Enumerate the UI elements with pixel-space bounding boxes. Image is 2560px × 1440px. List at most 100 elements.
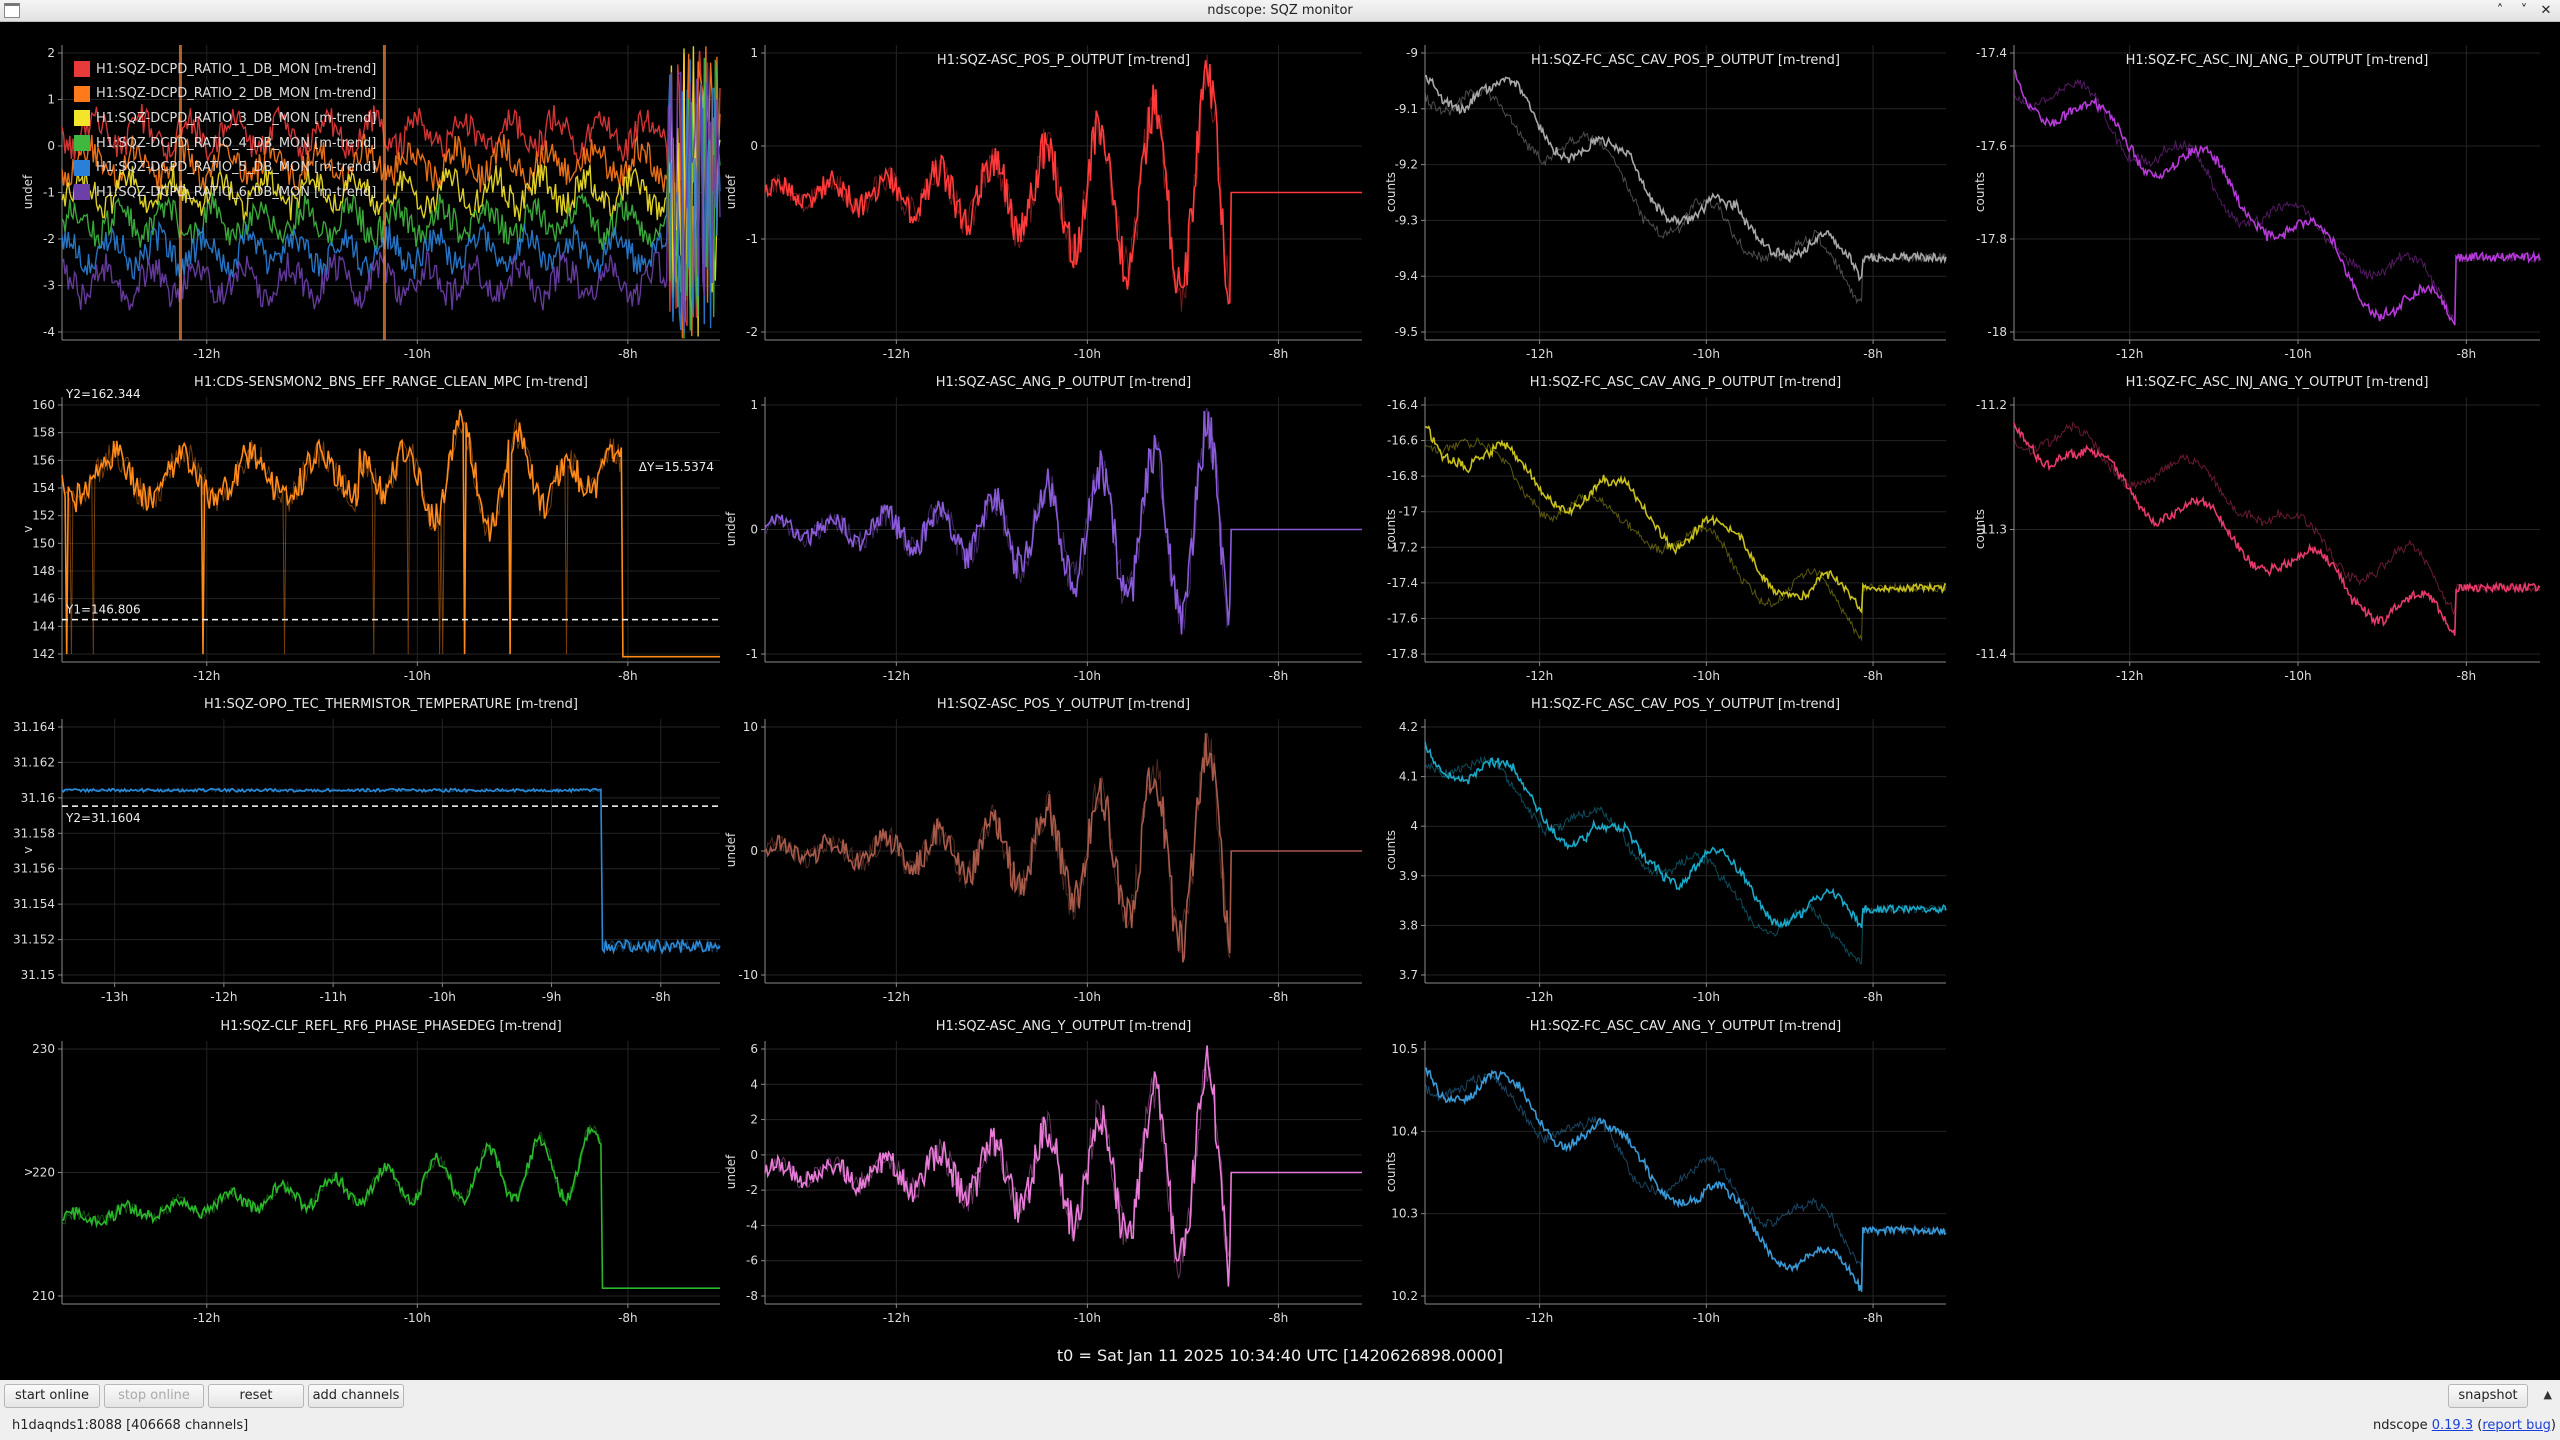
x-tick-label: -10h (1693, 669, 1720, 683)
plot-canvas[interactable]: 230 220 210 -12h -10h -8h (0, 988, 730, 1334)
plot-canvas[interactable]: 10 0 -10 -12h -10h -8h (690, 666, 1372, 1013)
add-channels-button[interactable]: add channels (308, 1384, 404, 1408)
snapshot-button[interactable]: snapshot (2448, 1384, 2528, 1408)
legend-label: H1:SQZ-DCPD_RATIO_3_DB_MON [m-trend] (96, 110, 377, 126)
legend-item[interactable]: H1:SQZ-DCPD_RATIO_6_DB_MON [m-trend] (74, 180, 376, 205)
plot-canvas[interactable]: 2 1 0 -1 -2 -3 -4 -12h -10h -8h (0, 22, 730, 370)
plot-canvas[interactable]: -9 -9.1 -9.2 -9.3 -9.4 -9.5 -12h -10h -8h (1330, 22, 1956, 370)
plot-panel[interactable]: 2 1 0 -1 -2 -3 -4 -12h -10h -8h undef H1:SQZ-DCPD_R… (0, 22, 730, 370)
trace-group (61, 787, 721, 955)
legend-item[interactable]: H1:SQZ-DCPD_RATIO_5_DB_MON [m-trend] (74, 155, 376, 180)
plot-title: H1:SQZ-OPO_TEC_THERMISTOR_TEMPERATURE [m… (204, 697, 578, 712)
legend-item[interactable]: H1:SQZ-DCPD_RATIO_3_DB_MON [m-trend] (74, 106, 376, 131)
x-tick-label: -10h (1693, 347, 1720, 361)
trace-line (764, 1045, 1362, 1287)
y-tick-label: 160 (32, 398, 55, 412)
plot-title: H1:SQZ-FC_ASC_INJ_ANG_P_OUTPUT [m-trend] (2125, 53, 2429, 68)
trace-group (764, 408, 1362, 635)
x-tick-label: -10h (429, 990, 456, 1004)
y-tick-label: 31.15 (21, 968, 55, 982)
y-tick-label: -1 (43, 186, 55, 200)
y-tick-label: 146 (32, 592, 55, 606)
plot-title: H1:SQZ-ASC_POS_P_OUTPUT [m-trend] (936, 53, 1191, 68)
x-tick-label: -8h (651, 990, 671, 1004)
stop-online-button[interactable]: stop online (104, 1384, 204, 1408)
plot-panel[interactable]: 4.2 4.1 4 3.9 3.8 3.7 -12h -10h -8h H1:SQZ-FC_ASC… (1330, 666, 1956, 1013)
collapse-arrow-icon[interactable]: ▲ (2543, 1388, 2552, 1401)
x-tick-label: -8h (1863, 347, 1883, 361)
plot-panel[interactable]: 230 220 210 -12h -10h -8h H1:SQZ-CLF_REFL_RF6_… (0, 988, 730, 1334)
trace-envelope (2013, 421, 2541, 616)
plot-panel[interactable]: 10.5 10.4 10.3 10.2 -12h -10h -8h H1:SQZ-FC_ASC… (1330, 988, 1956, 1334)
plot-canvas[interactable]: 10.5 10.4 10.3 10.2 -12h -10h -8h (1330, 988, 1956, 1334)
trace-line (61, 46, 721, 339)
trace-group (764, 732, 1362, 963)
x-tick-label: -8h (1269, 669, 1289, 683)
y-tick-label: -9.4 (1395, 269, 1418, 283)
plot-canvas[interactable]: 1 0 -1 -2 -12h -10h -8h (690, 22, 1372, 370)
plot-canvas[interactable]: -16.4 -16.6 -16.8 -17 -17.2 -17.4 -17.6 -17.8 -1… (1330, 344, 1956, 692)
plot-panel[interactable]: 1 0 -1 -12h -10h -8h H1:SQZ-ASC_ANG_P_OUTPUT [… (690, 344, 1372, 692)
y-tick-label: 31.156 (13, 862, 55, 876)
trace-group (2013, 69, 2541, 326)
y-tick-label: 154 (32, 481, 55, 495)
maximize-button[interactable]: ˅ (2520, 3, 2528, 18)
trace-group (61, 45, 721, 340)
app-name: ndscope (2372, 1418, 2428, 1433)
plot-panel[interactable]: -17.4 -17.6 -17.8 -18 -12h -10h -8h H1:SQZ-FC_A… (1930, 22, 2550, 370)
plot-title: H1:SQZ-CLF_REFL_RF6_PHASE_PHASEDEG [m-tr… (220, 1019, 562, 1034)
plot-title: H1:SQZ-ASC_ANG_Y_OUTPUT [m-trend] (935, 1019, 1192, 1034)
y-tick-label: 0 (750, 844, 758, 858)
trace-line (61, 787, 721, 955)
minimize-button[interactable]: ˄ (2496, 3, 2504, 18)
plot-canvas[interactable]: -17.4 -17.6 -17.8 -18 -12h -10h -8h (1930, 22, 2550, 370)
start-online-button[interactable]: start online (4, 1384, 100, 1408)
y-tick-label: 150 (32, 536, 55, 550)
y-tick-label: -16.8 (1387, 469, 1418, 483)
legend-item[interactable]: H1:SQZ-DCPD_RATIO_4_DB_MON [m-trend] (74, 131, 376, 156)
trace-envelope (764, 54, 1362, 312)
plot-title: H1:CDS-SENSMON2_BNS_EFF_RANGE_CLEAN_MPC … (194, 375, 588, 390)
report-bug-link[interactable]: report bug (2482, 1418, 2551, 1433)
trace-line (764, 60, 1362, 305)
y-tick-label: -17.2 (1387, 540, 1418, 554)
reset-button[interactable]: reset (208, 1384, 304, 1408)
y-tick-label: 10.2 (1391, 1289, 1418, 1303)
status-text: h1daqnds1:8088 [406668 channels] (12, 1418, 249, 1433)
plot-panel[interactable]: 160 158 156 154 152 150 148 146 144 142 -12h -10h -8… (0, 344, 730, 692)
plot-panel[interactable]: 31.164 31.162 31.16 31.158 31.156 31.154 31.15… (0, 666, 730, 1013)
x-tick-label: -10h (2284, 347, 2311, 361)
version-link[interactable]: 0.19.3 (2431, 1418, 2474, 1433)
plot-canvas[interactable]: 160 158 156 154 152 150 148 146 144 142 -12h -10h -8… (0, 344, 730, 692)
plot-title: H1:SQZ-FC_ASC_INJ_ANG_Y_OUTPUT [m-trend] (2125, 375, 2429, 390)
trace-envelope (764, 408, 1362, 630)
y-tick-label: -2 (746, 325, 758, 339)
plot-panel[interactable]: -11.2 -11.3 -11.4 -12h -10h -8h H1:SQZ-FC_ASC_… (1930, 344, 2550, 692)
plot-canvas[interactable]: 1 0 -1 -12h -10h -8h (690, 344, 1372, 692)
plot-canvas[interactable]: -11.2 -11.3 -11.4 -12h -10h -8h (1930, 344, 2550, 692)
plot-panel[interactable]: -9 -9.1 -9.2 -9.3 -9.4 -9.5 -12h -10h -8h H1:SQZ-… (1330, 22, 1956, 370)
legend-label: H1:SQZ-DCPD_RATIO_1_DB_MON [m-trend] (96, 61, 377, 77)
plot-canvas[interactable]: 4.2 4.1 4 3.9 3.8 3.7 -12h -10h -8h (1330, 666, 1956, 1013)
trace-line (1424, 1067, 1947, 1292)
plot-canvas[interactable]: 6 4 2 0 -2 -4 -6 -8 -12h -10h -8h (690, 988, 1372, 1334)
x-tick-label: -12h (1526, 347, 1553, 361)
y-tick-label: -8 (746, 1289, 758, 1303)
legend-item[interactable]: H1:SQZ-DCPD_RATIO_2_DB_MON [m-trend] (74, 82, 376, 107)
legend-item[interactable]: H1:SQZ-DCPD_RATIO_1_DB_MON [m-trend] (74, 57, 376, 82)
plot-canvas[interactable]: 31.164 31.162 31.16 31.158 31.156 31.154 31.15… (0, 666, 730, 1013)
plot-panel[interactable]: -16.4 -16.6 -16.8 -17 -17.2 -17.4 -17.6 -17.8 -1… (1330, 344, 1956, 692)
trace-line (2013, 69, 2541, 326)
plot-panel[interactable]: 10 0 -10 -12h -10h -8h H1:SQZ-ASC_POS_Y_OUTPUT… (690, 666, 1372, 1013)
plot-panel[interactable]: 1 0 -1 -2 -12h -10h -8h H1:SQZ-ASC_POS_P_OUTPUT… (690, 22, 1372, 370)
y-axis-label: v (21, 524, 35, 533)
close-button[interactable]: ✕ (2540, 3, 2552, 18)
trace-group (1424, 1067, 1947, 1292)
y-tick-label: 0 (750, 1148, 758, 1162)
x-tick-label: -12h (883, 347, 910, 361)
y-tick-label: -17.4 (1387, 576, 1418, 590)
x-tick-label: -8h (1269, 990, 1289, 1004)
trace-group (61, 1124, 720, 1289)
y-tick-label: 3.9 (1399, 869, 1418, 883)
plot-panel[interactable]: 6 4 2 0 -2 -4 -6 -8 -12h -10h -8h H1:SQZ-ASC_ANG_Y_… (690, 988, 1372, 1334)
